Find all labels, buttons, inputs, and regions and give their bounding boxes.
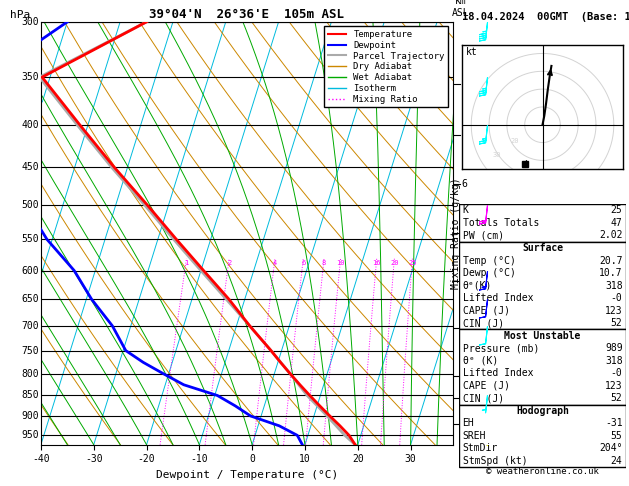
Title: 39°04'N  26°36'E  105m ASL: 39°04'N 26°36'E 105m ASL	[149, 8, 345, 21]
Text: StmSpd (kt): StmSpd (kt)	[462, 456, 527, 466]
Text: kt: kt	[465, 47, 477, 57]
Text: 450: 450	[21, 162, 39, 173]
Text: 6: 6	[462, 179, 467, 190]
Text: hPa: hPa	[10, 10, 30, 20]
Text: 400: 400	[21, 120, 39, 130]
Text: 30: 30	[493, 152, 501, 158]
Text: 3: 3	[462, 323, 467, 333]
Text: 52: 52	[611, 393, 623, 403]
Text: 1: 1	[462, 419, 467, 429]
Bar	[459, 204, 626, 242]
Text: 7: 7	[462, 130, 467, 140]
X-axis label: Dewpoint / Temperature (°C): Dewpoint / Temperature (°C)	[156, 470, 338, 480]
Text: -31: -31	[605, 418, 623, 429]
Text: 24: 24	[611, 456, 623, 466]
Text: 18.04.2024  00GMT  (Base: 18): 18.04.2024 00GMT (Base: 18)	[462, 12, 629, 22]
Text: 123: 123	[605, 306, 623, 315]
Text: 2: 2	[462, 371, 467, 381]
Text: 500: 500	[21, 200, 39, 210]
Text: CIN (J): CIN (J)	[462, 393, 504, 403]
Text: 300: 300	[21, 17, 39, 27]
Bar	[459, 405, 626, 467]
Text: 318: 318	[605, 280, 623, 291]
Text: © weatheronline.co.uk: © weatheronline.co.uk	[486, 467, 599, 476]
Text: LCL: LCL	[462, 393, 479, 402]
Text: Lifted Index: Lifted Index	[462, 293, 533, 303]
Text: 989: 989	[605, 343, 623, 353]
Legend: Temperature, Dewpoint, Parcel Trajectory, Dry Adiabat, Wet Adiabat, Isotherm, Mi: Temperature, Dewpoint, Parcel Trajectory…	[325, 26, 448, 107]
Text: 650: 650	[21, 294, 39, 304]
Text: 4: 4	[273, 260, 277, 266]
Text: θᵉ(K): θᵉ(K)	[462, 280, 492, 291]
Bar	[459, 330, 626, 405]
Text: Totals Totals: Totals Totals	[462, 218, 539, 228]
Text: 900: 900	[21, 411, 39, 421]
Text: 20: 20	[511, 138, 519, 143]
Text: 8: 8	[462, 79, 467, 89]
Text: 123: 123	[605, 381, 623, 391]
Text: 16: 16	[372, 260, 381, 266]
Text: 52: 52	[611, 318, 623, 328]
Text: 55: 55	[611, 431, 623, 441]
Text: K: K	[462, 206, 469, 215]
Text: 20.7: 20.7	[599, 256, 623, 265]
Text: 10: 10	[337, 260, 345, 266]
Text: 750: 750	[21, 346, 39, 356]
Text: Pressure (mb): Pressure (mb)	[462, 343, 539, 353]
Text: 950: 950	[21, 431, 39, 440]
Text: SREH: SREH	[462, 431, 486, 441]
Text: km
ASL: km ASL	[452, 0, 469, 17]
Text: CAPE (J): CAPE (J)	[462, 381, 509, 391]
Text: 2.02: 2.02	[599, 230, 623, 241]
Text: -0: -0	[611, 293, 623, 303]
Text: Surface: Surface	[522, 243, 563, 253]
Text: 10.7: 10.7	[599, 268, 623, 278]
Text: 318: 318	[605, 356, 623, 366]
Text: 25: 25	[611, 206, 623, 215]
Text: StmDir: StmDir	[462, 444, 498, 453]
Text: Lifted Index: Lifted Index	[462, 368, 533, 378]
Bar	[459, 242, 626, 330]
Text: Temp (°C): Temp (°C)	[462, 256, 515, 265]
Text: 850: 850	[21, 390, 39, 400]
Text: 47: 47	[611, 218, 623, 228]
Text: 6: 6	[301, 260, 306, 266]
Text: Hodograph: Hodograph	[516, 406, 569, 416]
Text: Dewp (°C): Dewp (°C)	[462, 268, 515, 278]
Text: 5: 5	[462, 228, 467, 238]
Text: 700: 700	[21, 321, 39, 331]
Text: 800: 800	[21, 369, 39, 379]
Text: Most Unstable: Most Unstable	[504, 330, 581, 341]
Text: 350: 350	[21, 72, 39, 82]
Text: EH: EH	[462, 418, 474, 429]
Text: 25: 25	[408, 260, 416, 266]
Text: 1: 1	[184, 260, 189, 266]
Text: -0: -0	[611, 368, 623, 378]
Text: CIN (J): CIN (J)	[462, 318, 504, 328]
Text: 20: 20	[390, 260, 399, 266]
Text: CAPE (J): CAPE (J)	[462, 306, 509, 315]
Text: 4: 4	[462, 276, 467, 286]
Text: 8: 8	[322, 260, 326, 266]
Text: 550: 550	[21, 234, 39, 244]
Text: Mixing Ratio (g/kg): Mixing Ratio (g/kg)	[451, 177, 461, 289]
Text: 2: 2	[227, 260, 231, 266]
Text: 600: 600	[21, 265, 39, 276]
Text: θᵉ (K): θᵉ (K)	[462, 356, 498, 366]
Text: PW (cm): PW (cm)	[462, 230, 504, 241]
Text: 204°: 204°	[599, 444, 623, 453]
